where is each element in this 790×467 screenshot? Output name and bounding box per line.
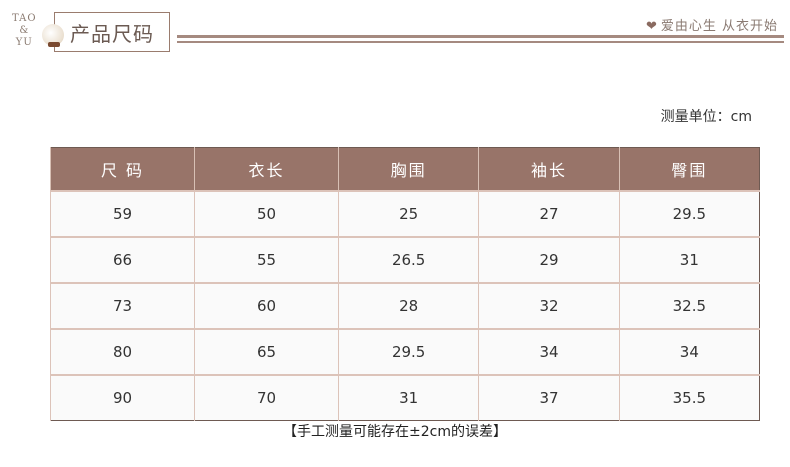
column-header: 臀围 (618, 147, 760, 191)
measurement-note: 【手工测量可能存在±2cm的误差】 (283, 424, 507, 440)
table-row: 59 50 25 27 29.5 (50, 190, 760, 237)
brand-logo: TAO & YU (12, 13, 37, 49)
table-cell: 35.5 (618, 374, 760, 421)
table-cell: 66 (50, 236, 195, 283)
table-cell: 90 (50, 374, 195, 421)
column-header: 衣长 (194, 147, 339, 191)
divider (177, 41, 784, 43)
table-cell: 55 (194, 236, 339, 283)
table-cell: 80 (50, 328, 195, 375)
table-cell: 32.5 (618, 282, 760, 329)
table-row: 66 55 26.5 29 31 (50, 236, 760, 283)
table-row: 73 60 28 32 32.5 (50, 282, 760, 329)
heart-icon: ❤ (645, 19, 658, 34)
cotton-icon (42, 24, 64, 47)
table-cell: 50 (194, 190, 339, 237)
table-cell: 65 (194, 328, 339, 375)
column-header: 胸围 (337, 147, 479, 191)
size-table: 尺 码 衣长 胸围 袖长 臀围 59 50 25 27 29.5 66 55 26.5 29 31… (50, 147, 760, 421)
slogan-text: 爱由心生 从衣开始 (660, 19, 778, 34)
logo-line: YU (15, 37, 33, 48)
table-cell: 31 (337, 374, 479, 421)
table-cell: 25 (337, 190, 479, 237)
table-cell: 31 (618, 236, 760, 283)
table-cell: 29.5 (337, 328, 479, 375)
table-cell: 73 (50, 282, 195, 329)
unit-label: 测量单位：cm (660, 109, 752, 125)
table-row: 90 70 31 37 35.5 (50, 374, 760, 421)
table-cell: 28 (337, 282, 479, 329)
logo-line: TAO (12, 13, 37, 24)
table-row: 80 65 29.5 34 34 (50, 328, 760, 375)
table-cell: 26.5 (337, 236, 479, 283)
divider (177, 35, 784, 38)
slogan: ❤ 爱由心生 从衣开始 (646, 15, 778, 34)
table-cell: 29.5 (618, 190, 760, 237)
column-header: 袖长 (478, 147, 620, 191)
table-header: 尺 码 衣长 胸围 袖长 臀围 (50, 147, 760, 191)
table-cell: 59 (50, 190, 195, 237)
page-title: 产品尺码 (70, 22, 154, 46)
table-cell: 29 (478, 236, 620, 283)
table-cell: 60 (194, 282, 339, 329)
logo-line: & (19, 25, 30, 36)
column-header: 尺 码 (50, 147, 195, 191)
table-cell: 32 (478, 282, 620, 329)
table-cell: 27 (478, 190, 620, 237)
table-cell: 37 (478, 374, 620, 421)
table-cell: 34 (478, 328, 620, 375)
table-cell: 34 (618, 328, 760, 375)
table-cell: 70 (194, 374, 339, 421)
